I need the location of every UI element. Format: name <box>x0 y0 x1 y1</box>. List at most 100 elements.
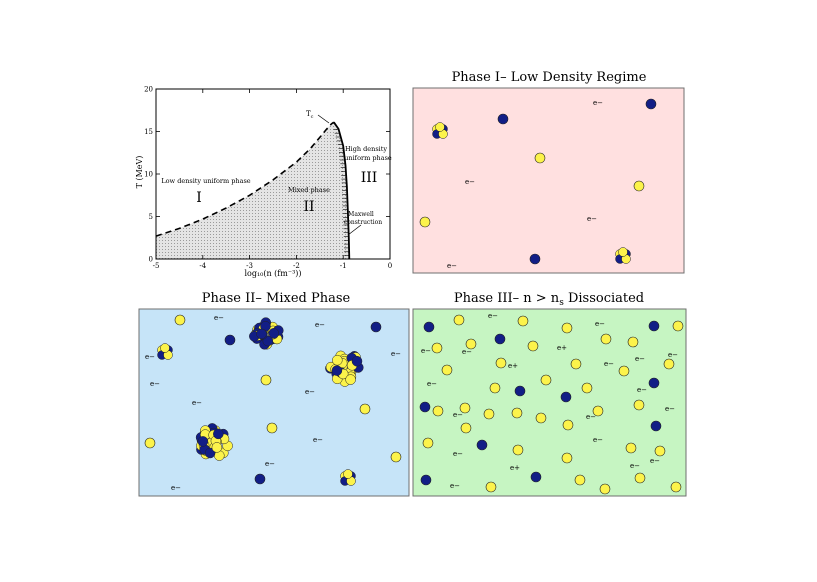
electron-label: e− <box>427 380 437 388</box>
proton <box>625 442 637 454</box>
x-axis-ticks: -5 -4 -3 -2 -1 0 <box>153 89 392 270</box>
positron-label: e+ <box>508 362 518 370</box>
region-1-label: I <box>196 190 202 206</box>
neutron <box>419 401 431 413</box>
proton <box>459 402 471 414</box>
proton <box>345 374 356 385</box>
electron-label: e− <box>586 413 596 421</box>
light-nucleus <box>340 469 356 486</box>
region-2-label: II <box>303 199 314 215</box>
neutron <box>650 420 662 432</box>
proton <box>419 216 431 228</box>
proton <box>535 412 547 424</box>
phase2-title: Phase II– Mixed Phase <box>202 291 351 306</box>
maxwell-pointer <box>347 224 362 236</box>
neutron <box>423 321 435 333</box>
electron-label: e− <box>587 215 597 223</box>
neutron <box>497 113 509 125</box>
x-axis-label: log₁₀(n (fm⁻³)) <box>244 269 301 278</box>
neutron <box>648 377 660 389</box>
proton <box>144 437 156 449</box>
neutron <box>197 436 209 447</box>
electron-label: e− <box>665 405 675 413</box>
electron-label: e− <box>650 457 660 465</box>
phase3-panel <box>412 308 687 497</box>
electron-label: e− <box>635 355 645 363</box>
electron-label: e− <box>391 350 401 358</box>
light-nucleus <box>615 247 631 264</box>
electron-label: e− <box>315 321 325 329</box>
proton <box>672 320 684 332</box>
neutron <box>331 365 343 376</box>
x-tick-label: 0 <box>388 262 392 270</box>
proton <box>561 452 573 464</box>
proton <box>489 382 501 394</box>
electron-label: e− <box>421 347 431 355</box>
phase-diagram-chart: -5 -4 -3 -2 -1 0 0 5 10 15 20 T (MeV) log₁₀(n (fm… <box>135 86 392 279</box>
neutron <box>268 328 280 339</box>
proton <box>600 333 612 345</box>
electron-label: e− <box>637 386 647 394</box>
y-tick-label: 10 <box>144 171 153 179</box>
neutron <box>645 98 657 110</box>
neutron <box>370 321 382 333</box>
light-nucleus <box>157 343 173 360</box>
proton <box>570 358 582 370</box>
mixed-phase-region <box>156 122 350 259</box>
heavy-nucleus <box>325 350 364 387</box>
region-3-label: III <box>361 170 378 186</box>
proton <box>453 314 465 326</box>
electron-label: e− <box>593 436 603 444</box>
x-tick-label: -5 <box>153 262 160 270</box>
electron-label: e− <box>453 411 463 419</box>
electrons-layer: e− e− e− e− e− e− e− e− e− e− e− e− e− e− e− e− e− e− e+ e−… <box>145 99 678 492</box>
electron-label: e− <box>604 360 614 368</box>
proton <box>654 445 666 457</box>
proton <box>581 382 593 394</box>
proton <box>211 442 223 453</box>
proton <box>534 152 546 164</box>
low-density-label: Low density uniform phase <box>161 177 250 185</box>
neutron <box>204 447 216 459</box>
proton <box>441 364 453 376</box>
high-density-label-1: High density <box>345 145 387 153</box>
proton <box>627 336 639 348</box>
proton <box>483 408 495 420</box>
x-tick-label: -3 <box>246 262 253 270</box>
proton <box>432 405 444 417</box>
tc-label: Tc <box>306 110 314 120</box>
proton <box>599 483 611 495</box>
electron-label: e− <box>453 450 463 458</box>
proton <box>422 437 434 449</box>
electron-label: e− <box>462 348 472 356</box>
neutron <box>529 253 541 265</box>
y-tick-label: 0 <box>149 256 153 264</box>
neutron <box>514 385 526 397</box>
mixed-phase-label: Mixed phase <box>288 186 330 194</box>
y-tick-label: 20 <box>144 86 153 94</box>
electron-label: e− <box>192 399 202 407</box>
proton <box>561 322 573 334</box>
positron-label: e+ <box>510 464 520 472</box>
x-tick-label: -2 <box>293 262 300 270</box>
electron-label: e− <box>450 482 460 490</box>
proton <box>431 342 443 354</box>
phase1-panel <box>412 87 685 274</box>
electron-label: e− <box>171 484 181 492</box>
high-density-label-2: uniform phase <box>344 154 392 162</box>
y-tick-label: 15 <box>144 128 153 136</box>
proton <box>517 315 529 327</box>
electron-label: e− <box>465 178 475 186</box>
neutron <box>560 391 572 403</box>
proton <box>266 422 278 434</box>
proton <box>592 405 604 417</box>
proton <box>495 357 507 369</box>
tc-pointer <box>317 114 330 124</box>
proton <box>618 247 628 257</box>
light-nucleus <box>432 122 448 139</box>
y-axis-label: T (MeV) <box>135 156 144 189</box>
neutron <box>530 471 542 483</box>
proton <box>633 180 645 192</box>
proton <box>260 374 272 386</box>
proton <box>562 419 574 431</box>
